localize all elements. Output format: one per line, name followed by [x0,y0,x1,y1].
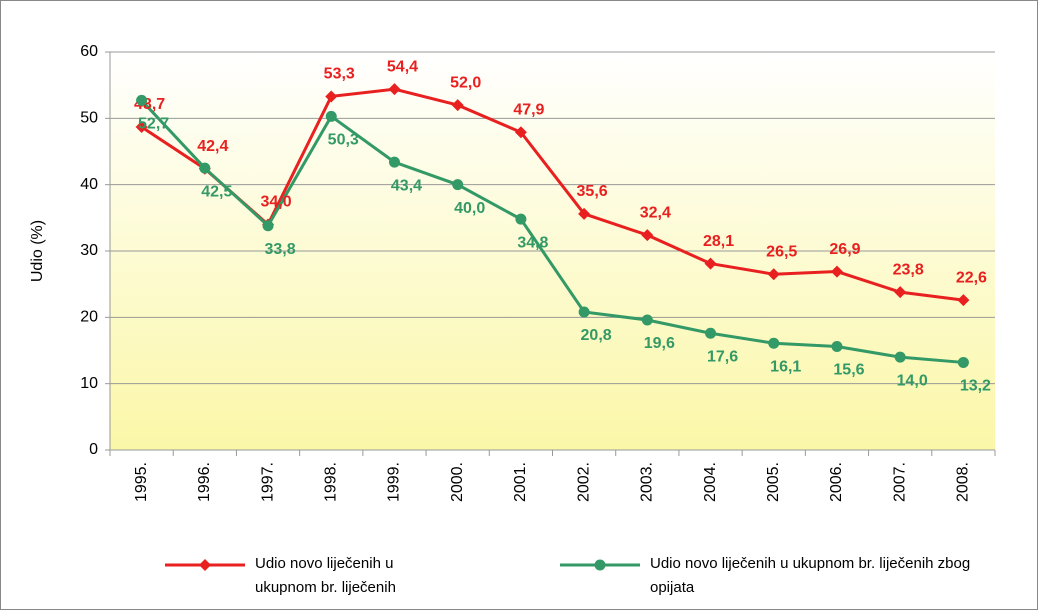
marker [514,126,527,139]
marker [515,213,527,225]
marker [957,294,970,307]
data-label: 16,1 [770,358,801,375]
data-label: 47,9 [513,101,544,118]
data-label: 42,5 [201,183,232,200]
marker [578,306,590,318]
legend-marker [199,559,211,571]
data-label: 54,4 [387,58,418,75]
data-label: 34,8 [517,234,548,251]
data-label: 14,0 [897,372,928,389]
marker [325,90,338,103]
marker [388,83,401,96]
marker [136,94,148,106]
y-tick-label: 40 [80,176,98,193]
x-tick-label: 2008. [955,462,972,502]
data-label: 28,1 [703,233,734,250]
x-tick-label: 2007. [891,462,908,502]
data-label: 53,3 [324,66,355,83]
y-tick-label: 0 [89,441,98,458]
data-label: 34,0 [260,194,291,211]
marker [578,207,591,220]
marker [768,337,780,349]
series-line [140,87,964,302]
marker [325,110,337,122]
data-label: 40,0 [454,200,485,217]
x-tick-label: 1998. [322,462,339,502]
data-label: 43,4 [391,177,422,194]
marker [452,179,464,191]
marker [831,341,843,353]
x-tick-label: 1996. [196,462,213,502]
data-label: 32,4 [640,204,671,221]
data-label: 35,6 [577,183,608,200]
x-tick-label: 2006. [828,462,845,502]
marker [704,257,717,270]
data-label: 42,4 [197,138,228,155]
marker [199,162,211,174]
x-tick-label: 1997. [259,462,276,502]
data-label: 15,6 [833,362,864,379]
data-label: 26,5 [766,243,797,260]
marker [894,351,906,363]
data-label: 19,6 [644,335,675,352]
data-label: 22,6 [956,269,987,286]
x-tick-label: 2000. [449,462,466,502]
x-tick-label: 1999. [386,462,403,502]
data-label: 23,8 [893,261,924,278]
x-tick-label: 2003. [639,462,656,502]
data-label: 17,6 [707,348,738,365]
data-label: 50,3 [328,132,359,149]
data-label: 26,9 [829,241,860,258]
x-tick-label: 1995. [133,462,150,502]
data-label: 33,8 [264,241,295,258]
x-tick-label: 2002. [575,462,592,502]
marker [894,286,907,299]
legend-entry: Udio novo liječenih u ukupnom br. liječe… [255,555,396,596]
x-tick-label: 2004. [702,462,719,502]
marker [451,99,464,112]
data-label: 13,2 [960,378,991,395]
marker [262,220,274,232]
x-tick-label: 2005. [765,462,782,502]
series-line [140,99,964,364]
marker [705,327,717,339]
marker [957,356,969,368]
data-label: 52,7 [138,116,169,133]
marker [388,156,400,168]
x-tick-label: 2001. [512,462,529,502]
legend-entry: Udio novo liječenih u ukupnom br. liječe… [650,555,971,596]
y-tick-label: 60 [80,43,98,60]
y-tick-label: 30 [80,242,98,259]
y-tick-label: 50 [80,110,98,127]
data-label: 52,0 [450,74,481,91]
marker [641,314,653,326]
legend-marker [594,559,606,571]
marker [830,265,843,278]
marker [641,229,654,242]
marker [135,120,148,133]
data-label: 20,8 [581,327,612,344]
y-tick-label: 10 [80,375,98,392]
marker [767,268,780,281]
y-tick-label: 20 [80,309,98,326]
y-axis-title: Udio (%) [29,220,46,282]
